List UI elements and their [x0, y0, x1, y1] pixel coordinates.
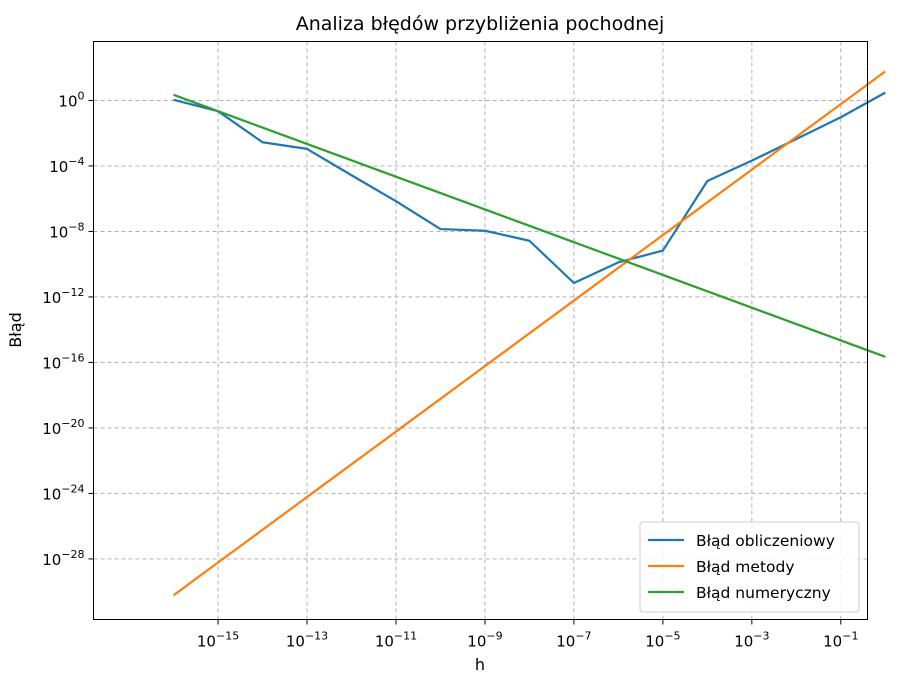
y-tick-label: 10−16 — [42, 351, 84, 372]
series-line-blad-numeryczny — [173, 93, 886, 358]
legend-box — [639, 521, 860, 613]
x-tick-label: 10−3 — [734, 630, 769, 651]
y-tick-label: 10−24 — [42, 482, 84, 503]
x-axis-label: h — [475, 655, 485, 673]
plot-frame — [93, 41, 868, 620]
legend: Błąd obliczeniowy Błąd metody Błąd numer… — [639, 521, 860, 613]
y-tick-label: 10−28 — [42, 548, 84, 569]
x-tick-label: 10−15 — [197, 630, 239, 651]
y-tick-label: 10−20 — [42, 417, 84, 438]
x-tick-label: 10−7 — [556, 630, 591, 651]
series-layer — [172, 70, 886, 597]
chart-title: Analiza błędów przybliżenia pochodnej — [296, 13, 665, 35]
x-tick-label: 10−13 — [286, 630, 328, 651]
x-tick-label: 10−1 — [823, 630, 858, 651]
legend-label-blad-metody: Błąd metody — [696, 558, 795, 576]
y-tick-label: 10−4 — [49, 155, 84, 176]
y-tick-label: 100 — [58, 89, 84, 110]
series-line-blad-obliczeniowy — [173, 91, 886, 285]
y-tick-label: 10−12 — [42, 286, 84, 307]
x-tick-label: 10−11 — [375, 630, 417, 651]
y-tick-label: 10−8 — [49, 220, 84, 241]
tick-layer: 10−15 10−13 10−11 10−9 10−7 10−5 10−3 10−1 100 10… — [42, 89, 858, 650]
y-axis-label: Błąd — [6, 312, 25, 347]
x-tick-label: 10−9 — [467, 630, 502, 651]
legend-label-blad-obliczeniowy: Błąd obliczeniowy — [696, 532, 835, 550]
legend-label-blad-numeryczny: Błąd numeryczny — [696, 584, 831, 602]
x-tick-label: 10−5 — [645, 630, 680, 651]
series-line-blad-metody — [172, 70, 886, 597]
